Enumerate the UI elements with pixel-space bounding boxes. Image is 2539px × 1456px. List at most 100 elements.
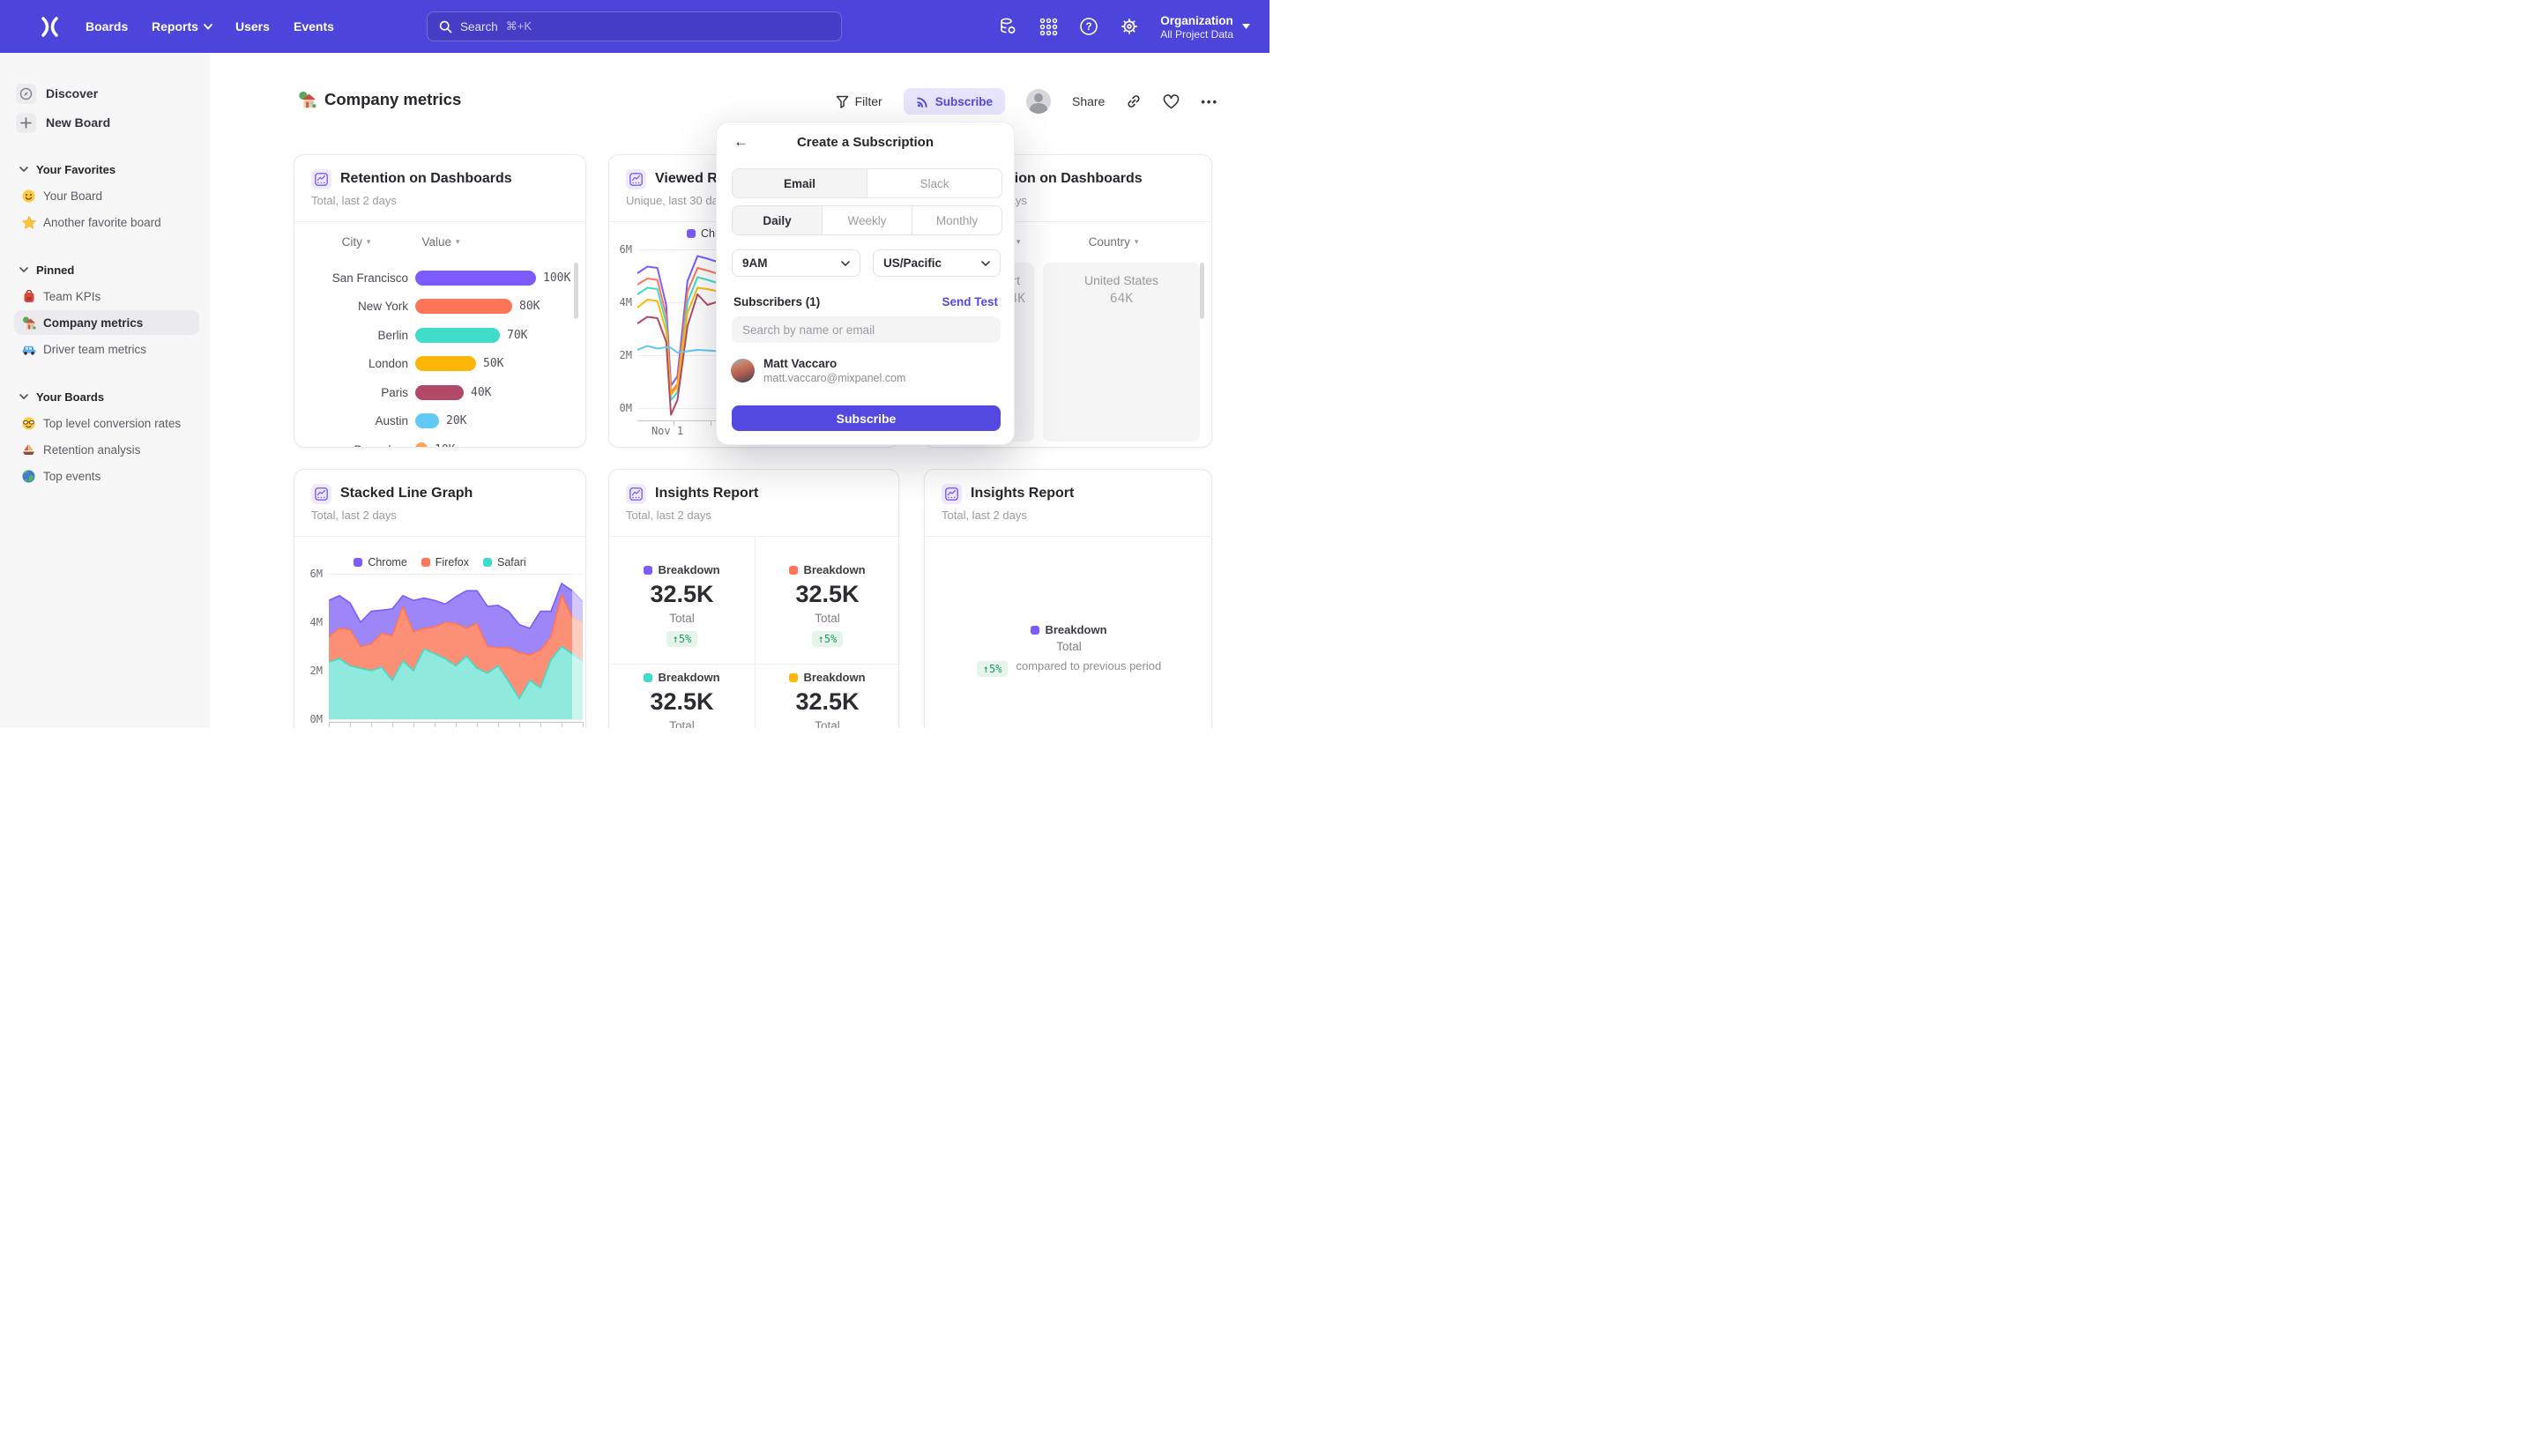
bar-row-berlin: Berlin 70K [377, 327, 528, 343]
sidebar-item-driver-team-metrics[interactable]: Driver team metrics [14, 337, 199, 361]
report-chart-icon [942, 484, 962, 504]
search-input[interactable]: Search ⌘+K [427, 11, 842, 41]
svg-text:?: ? [1086, 22, 1092, 33]
star-icon [21, 215, 36, 230]
legend-item-firefox[interactable]: Firefox [421, 556, 469, 568]
create-subscription-modal: ← Create a Subscription Email Slack Daily… [716, 122, 1015, 445]
card-retention-on-dashboards[interactable]: Retention on Dashboards Total, last 2 da… [294, 154, 586, 448]
subscriber-search-input[interactable]: Search by name or email [732, 316, 1001, 343]
timezone-select[interactable]: US/Pacific [873, 249, 1001, 277]
avatar[interactable] [1025, 89, 1051, 114]
share-button[interactable]: Share [1071, 94, 1106, 108]
nerd-icon [21, 416, 36, 431]
sidebar-item-team-kpis[interactable]: Team KPIs [14, 284, 199, 308]
change-note: compared to previous period [1016, 659, 1162, 672]
settings-gear-icon[interactable] [1120, 17, 1139, 36]
y-axis-label: 4M [619, 296, 632, 308]
sidebar-item-top-events[interactable]: Top events [14, 464, 199, 488]
help-icon[interactable]: ? [1079, 17, 1098, 36]
report-chart-icon [626, 484, 646, 504]
time-select[interactable]: 9AM [732, 249, 860, 277]
change-badge: ↑5% [976, 661, 1009, 677]
nav-item-events[interactable]: Events [294, 19, 334, 33]
board-title: Company metrics [298, 90, 461, 109]
y-axis-label: 6M [619, 243, 632, 256]
report-chart-icon [311, 169, 331, 189]
card-subtitle: Total, last 2 days [311, 509, 397, 522]
card-subtitle: Total, last 2 days [311, 194, 397, 207]
card-insights-report-2[interactable]: Insights Report Total, last 2 days Break… [924, 469, 1212, 728]
search-icon [439, 20, 452, 33]
tab-monthly[interactable]: Monthly [912, 206, 1001, 234]
sidebar-new-board[interactable]: New Board [16, 111, 201, 134]
nav-item-boards[interactable]: Boards [86, 19, 129, 33]
back-arrow-icon[interactable]: ← [733, 133, 748, 150]
breakdown-tile[interactable]: United States 64K [1043, 263, 1200, 442]
card-insights-report[interactable]: Insights Report Total, last 2 days Break… [608, 469, 899, 728]
sidebar-discover[interactable]: Discover [16, 82, 201, 105]
rss-icon [916, 97, 927, 108]
org-project: All Project Data [1160, 27, 1233, 41]
y-axis-label: 2M [309, 665, 323, 677]
subscribe-button[interactable]: Subscribe [903, 88, 1005, 115]
sidebar-item-your-board[interactable]: Your Board [14, 183, 199, 208]
bar-row-san-francisco: San Francisco 100K [331, 270, 571, 286]
legend-item-chrome[interactable]: Chrome [354, 556, 407, 568]
sidebar-section-pinned[interactable]: Pinned [19, 261, 201, 279]
bar-row-austin: Austin 20K [375, 413, 467, 429]
smiley-icon [21, 189, 36, 204]
chevron-down-icon [19, 394, 28, 399]
y-axis-label: 6M [309, 568, 323, 580]
bar-row-london: London 50K [368, 356, 504, 372]
chart-legend: Chrome Firefox Safari [294, 556, 585, 568]
search-placeholder: Search [460, 19, 498, 33]
copy-link-icon[interactable] [1126, 93, 1142, 109]
column-header-city[interactable]: City▾ [341, 235, 371, 249]
sidebar-item-retention-analysis[interactable]: Retention analysis [14, 437, 199, 462]
more-options-icon[interactable]: ••• [1201, 94, 1218, 108]
channel-tabs: Email Slack [732, 168, 1002, 198]
scrollbar[interactable] [574, 263, 578, 319]
favorite-heart-icon[interactable] [1163, 93, 1180, 109]
sidebar-item-another-favorite-board[interactable]: Another favorite board [14, 210, 199, 234]
tab-weekly[interactable]: Weekly [822, 206, 912, 234]
card-title: Insights Report [971, 486, 1075, 501]
legend-item-safari[interactable]: Safari [483, 556, 526, 568]
card-stacked-line-graph[interactable]: Stacked Line Graph Total, last 2 days Ch… [294, 469, 586, 728]
sidebar-item-top-level-conversion-rates[interactable]: Top level conversion rates [14, 411, 199, 435]
org-project-switcher[interactable]: Organization All Project Data [1160, 13, 1250, 41]
subscriber-email: matt.vaccaro@mixpanel.com [763, 372, 906, 384]
plus-icon [16, 112, 36, 133]
subscriber-name: Matt Vaccaro [763, 357, 838, 370]
mixpanel-logo-icon[interactable] [40, 17, 60, 37]
funnel-icon [836, 95, 848, 108]
sidebar-section-your-favorites[interactable]: Your Favorites [19, 160, 201, 178]
y-axis-label: 0M [309, 713, 323, 725]
send-test-link[interactable]: Send Test [942, 295, 998, 308]
column-header-value[interactable]: Value ▾ [421, 235, 460, 249]
chevron-down-icon [19, 167, 28, 172]
caret-down-icon [1242, 24, 1250, 29]
org-name: Organization [1160, 13, 1233, 27]
tab-slack[interactable]: Slack [867, 169, 1001, 197]
tab-email[interactable]: Email [733, 169, 867, 197]
bar [415, 413, 439, 429]
modal-title: Create a Subscription [796, 135, 934, 150]
nav-item-users[interactable]: Users [235, 19, 270, 33]
filter-button[interactable]: Filter [836, 94, 882, 108]
y-axis-label: 0M [619, 402, 632, 414]
tab-daily[interactable]: Daily [733, 206, 822, 234]
modal-subscribe-button[interactable]: Subscribe [732, 405, 1001, 431]
column-header-country[interactable]: Country ▾ [1088, 235, 1139, 249]
sidebar-section-your-boards[interactable]: Your Boards [19, 388, 201, 405]
subscribers-label: Subscribers (1) [733, 295, 821, 308]
sidebar-item-company-metrics[interactable]: Company metrics [14, 310, 199, 335]
apps-grid-icon[interactable] [1039, 17, 1058, 36]
nav-item-reports[interactable]: Reports [152, 0, 212, 53]
data-management-icon[interactable] [998, 17, 1017, 36]
scrollbar[interactable] [1200, 263, 1204, 319]
backpack-icon [21, 289, 36, 304]
